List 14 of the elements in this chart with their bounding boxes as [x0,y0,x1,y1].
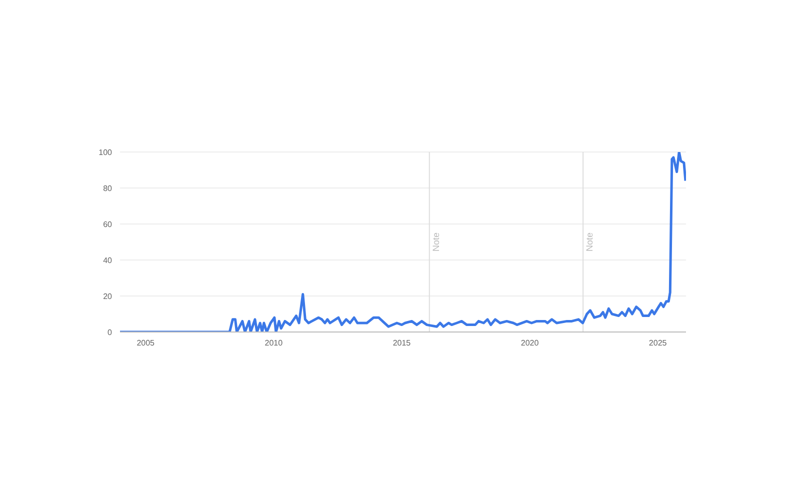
y-tick-label: 100 [98,148,113,157]
x-tick-label: 2015 [392,338,412,348]
y-tick-label: 40 [103,256,113,265]
x-tick-label: 2025 [648,338,668,348]
x-tick-label: 2020 [520,338,540,348]
y-tick-label: 60 [103,220,113,229]
y-tick-label: 0 [108,328,113,337]
x-tick-label: 2005 [136,338,156,348]
y-tick-label: 80 [103,184,113,193]
ref-line-label: Note [584,232,594,252]
y-tick-label: 20 [103,292,113,301]
x-tick-label: 2010 [264,338,284,348]
line-series [120,152,686,332]
ref-line-label: Note [430,232,441,252]
